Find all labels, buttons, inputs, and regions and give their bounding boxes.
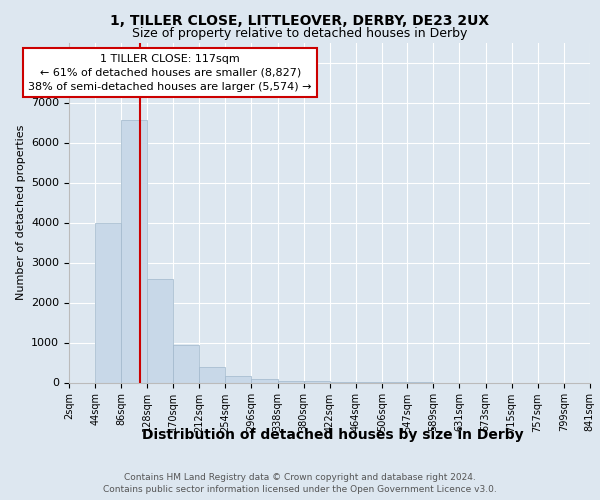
- Text: Contains public sector information licensed under the Open Government Licence v3: Contains public sector information licen…: [103, 485, 497, 494]
- Text: 1 TILLER CLOSE: 117sqm
← 61% of detached houses are smaller (8,827)
38% of semi-: 1 TILLER CLOSE: 117sqm ← 61% of detached…: [28, 54, 312, 92]
- Bar: [251, 379, 278, 382]
- Bar: [199, 366, 226, 382]
- Bar: [278, 380, 304, 382]
- Bar: [147, 278, 173, 382]
- Text: Size of property relative to detached houses in Derby: Size of property relative to detached ho…: [133, 28, 467, 40]
- Bar: [226, 376, 251, 382]
- Bar: [173, 346, 199, 383]
- Bar: [95, 224, 121, 382]
- Y-axis label: Number of detached properties: Number of detached properties: [16, 125, 26, 300]
- Bar: [121, 120, 147, 382]
- Text: Contains HM Land Registry data © Crown copyright and database right 2024.: Contains HM Land Registry data © Crown c…: [124, 472, 476, 482]
- Text: 1, TILLER CLOSE, LITTLEOVER, DERBY, DE23 2UX: 1, TILLER CLOSE, LITTLEOVER, DERBY, DE23…: [110, 14, 490, 28]
- Text: Distribution of detached houses by size in Derby: Distribution of detached houses by size …: [142, 428, 524, 442]
